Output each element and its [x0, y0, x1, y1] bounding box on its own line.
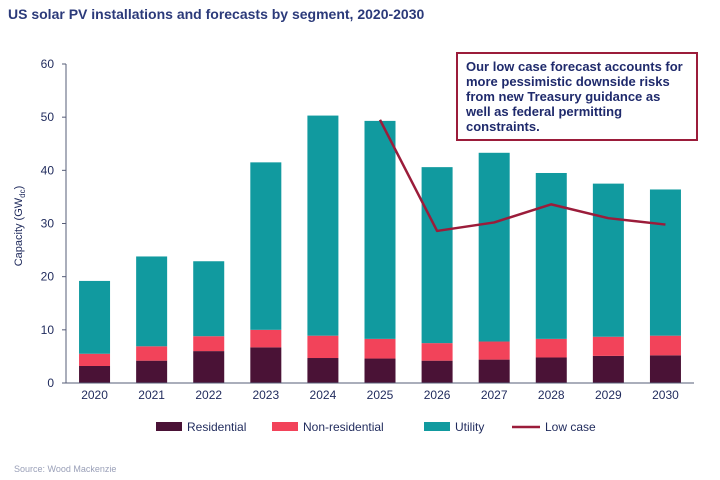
- x-tick-label: 2022: [195, 388, 222, 402]
- bar-utility-2024: [307, 115, 339, 336]
- line-low-case: [378, 119, 666, 233]
- y-tick-label: 50: [41, 110, 55, 124]
- x-tick-label: 2029: [595, 388, 622, 402]
- y-tick-label: 30: [41, 217, 55, 231]
- legend-label-residential: Residential: [187, 420, 246, 434]
- y-axis: 0 10 20 30 40 50 60: [41, 57, 67, 390]
- bar-residential-2027: [478, 359, 510, 383]
- bar-non-residential-2024: [307, 335, 339, 359]
- y-tick-label: 10: [41, 323, 55, 337]
- legend-label-utility: Utility: [455, 420, 484, 434]
- bar-utility-2020: [79, 280, 111, 354]
- x-tick-label: 2026: [424, 388, 451, 402]
- bar-utility-2027: [478, 152, 510, 342]
- bar-utility-2028: [535, 172, 567, 339]
- annotation-box: Our low case forecast accounts for more …: [456, 52, 698, 141]
- legend-swatch-residential: [156, 422, 182, 431]
- bar-non-residential-2027: [478, 341, 510, 360]
- x-axis: 2020 2021 2022 2023 2024 2025 2026 2027 2028 2029…: [66, 382, 694, 402]
- x-tick-label: 2030: [652, 388, 679, 402]
- bar-non-residential-2026: [421, 343, 453, 361]
- x-tick-label: 2023: [252, 388, 279, 402]
- x-tick-label: 2027: [481, 388, 508, 402]
- bar-utility-2022: [193, 261, 225, 337]
- x-tick-label: 2024: [310, 388, 337, 402]
- bar-non-residential-2022: [193, 336, 225, 352]
- bar-non-residential-2029: [592, 336, 624, 356]
- x-tick-label: 2021: [138, 388, 165, 402]
- bar-non-residential-2030: [649, 335, 681, 356]
- legend-swatch-utility: [424, 422, 450, 431]
- bar-residential-2026: [421, 360, 453, 383]
- bar-utility-2021: [136, 256, 168, 347]
- bar-residential-2025: [364, 358, 396, 383]
- bar-utility-2029: [592, 183, 624, 337]
- bar-non-residential-2025: [364, 338, 396, 359]
- x-tick-label: 2020: [81, 388, 108, 402]
- bar-residential-2029: [592, 355, 624, 383]
- chart-title: US solar PV installations and forecasts …: [8, 6, 425, 22]
- y-tick-label: 60: [41, 57, 55, 71]
- bar-non-residential-2028: [535, 338, 567, 358]
- legend-label-non-residential: Non-residential: [303, 420, 384, 434]
- legend-swatch-non-residential: [272, 422, 298, 431]
- bar-non-residential-2021: [136, 346, 168, 361]
- bar-residential-2023: [250, 347, 282, 383]
- y-tick-label: 40: [41, 163, 55, 177]
- y-tick-label: 20: [41, 270, 55, 284]
- bar-residential-2022: [193, 351, 225, 383]
- bar-residential-2028: [535, 357, 567, 383]
- source-note: Source: Wood Mackenzie: [14, 464, 117, 474]
- bar-non-residential-2020: [79, 353, 111, 366]
- legend-label-low-case: Low case: [545, 420, 596, 434]
- bars: [79, 115, 681, 383]
- bar-residential-2021: [136, 360, 168, 383]
- bar-utility-2023: [250, 162, 282, 330]
- x-tick-label: 2025: [367, 388, 394, 402]
- bar-residential-2030: [649, 355, 681, 383]
- bar-utility-2030: [649, 189, 681, 336]
- x-tick-label: 2028: [538, 388, 565, 402]
- bar-utility-2026: [421, 167, 453, 344]
- bar-utility-2025: [364, 120, 396, 339]
- line-layer: [378, 119, 666, 233]
- bar-non-residential-2023: [250, 329, 282, 348]
- bar-residential-2020: [79, 365, 111, 383]
- y-axis-label: Capacity (GWdc): [13, 186, 27, 267]
- legend: Residential Non-residential Utility Low cas…: [156, 420, 596, 434]
- y-tick-label: 0: [47, 376, 54, 390]
- bar-residential-2024: [307, 358, 339, 383]
